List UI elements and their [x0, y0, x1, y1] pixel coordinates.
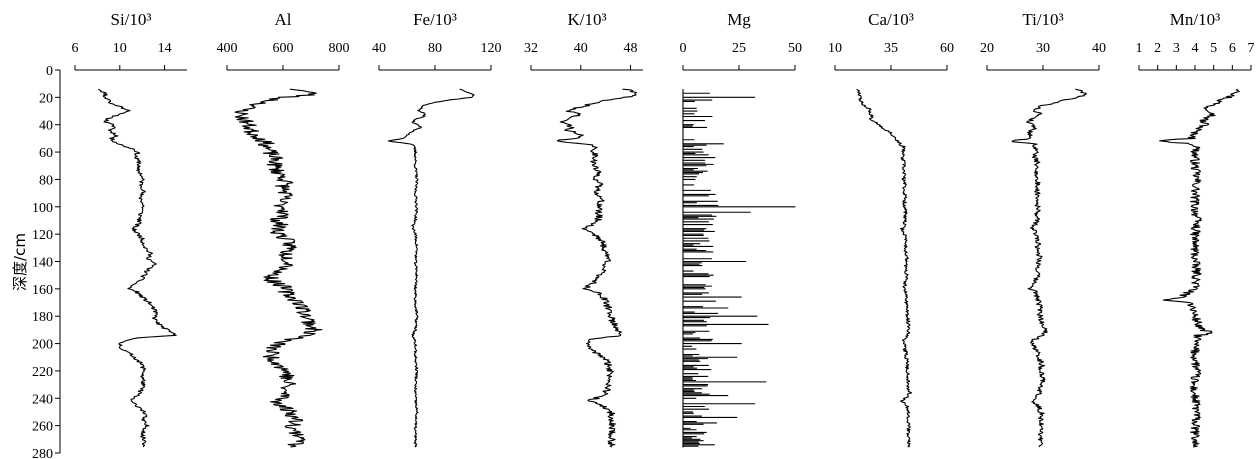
- x-tick-label: 14: [158, 41, 172, 56]
- depth-tick-label: 180: [32, 310, 53, 325]
- series-line-mn: [1159, 88, 1240, 448]
- x-tick-label: 6: [72, 41, 79, 56]
- x-tick-label: 25: [732, 41, 746, 56]
- panel-title-k: K/10³: [567, 10, 606, 29]
- x-tick-label: 1: [1136, 41, 1143, 56]
- depth-tick-label: 260: [32, 420, 53, 435]
- panel-k: K/10³ 32 40 48: [524, 10, 643, 448]
- panel-title-ti: Ti/10³: [1022, 10, 1063, 29]
- depth-tick-label: 160: [32, 283, 53, 298]
- x-tick-label: 30: [1036, 41, 1050, 56]
- depth-tick-label: 140: [32, 256, 53, 271]
- x-tick-label: 32: [524, 41, 538, 56]
- x-tick-label: 600: [273, 41, 294, 56]
- x-tick-label: 48: [624, 41, 638, 56]
- x-tick-label: 10: [828, 41, 842, 56]
- x-tick-label: 40: [372, 41, 386, 56]
- x-tick-label: 800: [329, 41, 350, 56]
- series-line-fe: [387, 88, 475, 448]
- panel-title-fe: Fe/10³: [413, 10, 457, 29]
- panel-title-mg: Mg: [727, 10, 751, 29]
- y-axis-label: 深度/cm: [11, 233, 29, 291]
- panel-title-mn: Mn/10³: [1170, 10, 1220, 29]
- panel-title-al: Al: [275, 10, 292, 29]
- x-tick-label: 80: [428, 41, 442, 56]
- x-tick-label: 60: [940, 41, 954, 56]
- panel-si: Si/10³ 6 10 14: [72, 10, 187, 448]
- series-line-si: [98, 88, 177, 448]
- x-tick-label: 20: [980, 41, 994, 56]
- x-tick-label: 40: [1092, 41, 1106, 56]
- depth-tick-label: 40: [39, 119, 53, 134]
- x-tick-label: 400: [217, 41, 238, 56]
- panel-title-ca: Ca/10³: [868, 10, 914, 29]
- panel-ca: Ca/10³ 10 35 60: [828, 10, 954, 448]
- x-tick-label: 5: [1210, 41, 1217, 56]
- x-tick-label: 10: [113, 41, 127, 56]
- panel-title-si: Si/10³: [111, 10, 152, 29]
- x-tick-label: 35: [884, 41, 898, 56]
- depth-tick-label: 120: [32, 228, 53, 243]
- depth-tick-label: 220: [32, 365, 53, 380]
- x-tick-label: 4: [1192, 41, 1199, 56]
- depth-tick-label: 80: [39, 173, 53, 188]
- x-tick-label: 0: [680, 41, 687, 56]
- series-line-al: [234, 88, 323, 448]
- x-tick-label: 6: [1229, 41, 1236, 56]
- depth-axis: 0 20 40 60 80 100 120 140 160 180 200 220 240 260 280: [32, 64, 61, 459]
- x-tick-label: 40: [574, 41, 588, 56]
- depth-tick-label: 280: [32, 447, 53, 459]
- panel-fe: Fe/10³ 40 80 120: [372, 10, 502, 448]
- panel-ti: Ti/10³ 20 30 40: [980, 10, 1106, 448]
- x-tick-label: 7: [1248, 41, 1255, 56]
- depth-tick-label: 100: [32, 201, 53, 216]
- x-tick-label: 3: [1173, 41, 1180, 56]
- depth-tick-label: 0: [46, 64, 53, 79]
- depth-tick-label: 240: [32, 392, 53, 407]
- series-line-ca: [856, 88, 913, 448]
- series-line-k: [556, 88, 638, 448]
- depth-tick-label: 60: [39, 146, 53, 161]
- x-tick-label: 50: [788, 41, 802, 56]
- series-line-ti: [1011, 88, 1087, 448]
- depth-tick-label: 20: [39, 91, 53, 106]
- panel-al: Al 400 600 800: [217, 10, 350, 448]
- series-line-mg: [682, 89, 796, 448]
- x-tick-label: 2: [1154, 41, 1161, 56]
- x-tick-label: 120: [481, 41, 502, 56]
- panel-mn: Mn/10³ 1 2 3 4 5 6 7: [1136, 10, 1255, 448]
- depth-tick-label: 200: [32, 338, 53, 353]
- panel-mg: Mg 0 25 50: [680, 10, 802, 448]
